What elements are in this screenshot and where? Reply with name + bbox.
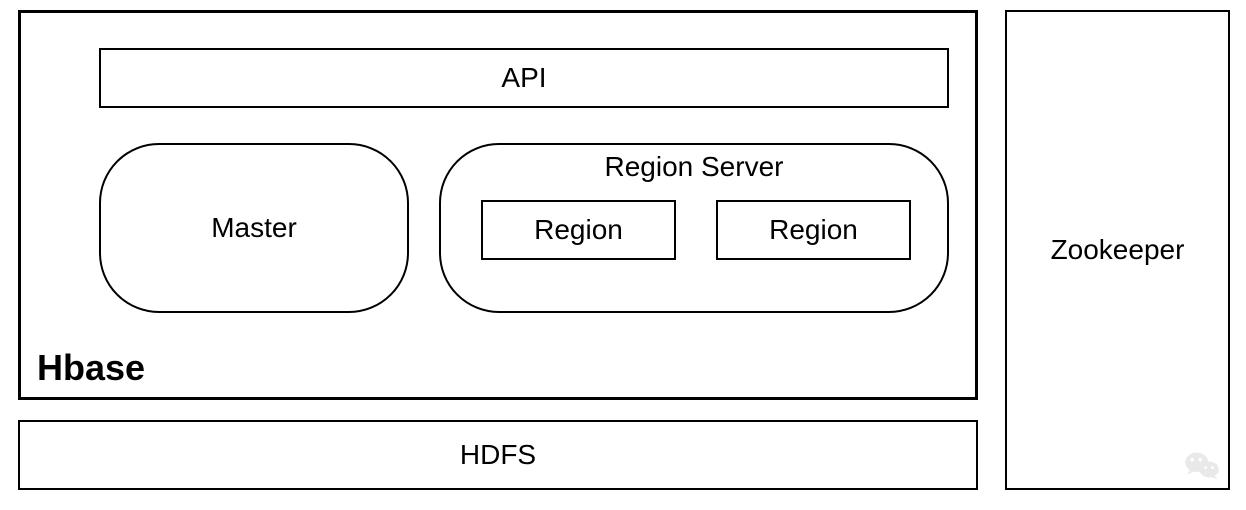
zookeeper-label: Zookeeper bbox=[1051, 234, 1185, 266]
api-box: API bbox=[99, 48, 949, 108]
hbase-container: Hbase API Master Region Server Region Re… bbox=[18, 10, 978, 400]
region-2-label: Region bbox=[769, 214, 858, 246]
region-1-label: Region bbox=[534, 214, 623, 246]
hbase-label: Hbase bbox=[37, 347, 145, 389]
region-box-1: Region bbox=[481, 200, 676, 260]
hdfs-label: HDFS bbox=[460, 439, 536, 471]
zookeeper-box: Zookeeper bbox=[1005, 10, 1230, 490]
master-box: Master bbox=[99, 143, 409, 313]
region-server-label: Region Server bbox=[441, 151, 947, 183]
api-label: API bbox=[501, 62, 546, 94]
master-label: Master bbox=[211, 212, 297, 244]
wechat-icon bbox=[1184, 450, 1220, 480]
region-box-2: Region bbox=[716, 200, 911, 260]
region-server-box: Region Server Region Region bbox=[439, 143, 949, 313]
hdfs-box: HDFS bbox=[18, 420, 978, 490]
architecture-diagram: Hbase API Master Region Server Region Re… bbox=[0, 0, 1246, 510]
